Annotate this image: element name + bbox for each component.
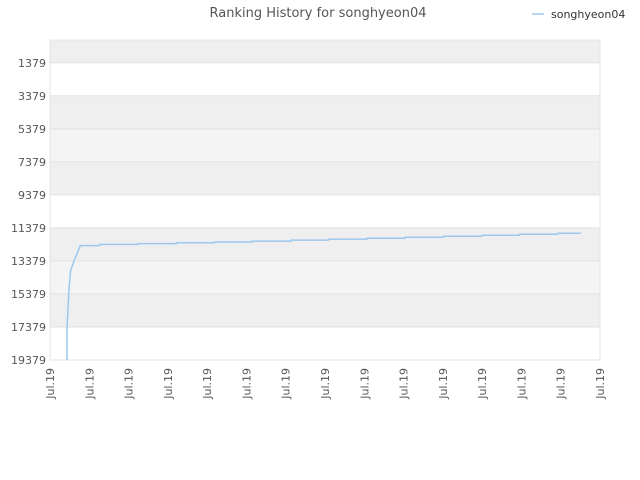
y-tick-label: 7379 (18, 156, 46, 169)
x-tick-label: Jul.19 (398, 368, 411, 400)
plot-band (50, 128, 600, 162)
x-tick-label: Jul.19 (123, 368, 136, 400)
y-tick-label: 1379 (18, 57, 46, 70)
x-tick-label: Jul.19 (555, 368, 568, 400)
x-tick-label: Jul.19 (240, 368, 253, 400)
y-axis-ticks: 1379 3379 5379 7379 9379 11379 13379 15379 17379… (11, 57, 46, 367)
y-tick-label: 17379 (11, 321, 46, 334)
plot-band (50, 293, 600, 327)
plot-band (50, 227, 600, 261)
x-tick-label: Jul.19 (358, 368, 371, 400)
x-tick-label: Jul.19 (44, 368, 57, 400)
plot-bands (50, 40, 600, 360)
plot-band (50, 260, 600, 294)
plot-band (50, 62, 600, 96)
x-tick-label: Jul.19 (201, 368, 214, 400)
y-tick-label: 19379 (11, 354, 46, 367)
x-tick-label: Jul.19 (162, 368, 175, 400)
legend: songhyeon04 (532, 8, 625, 21)
gridlines (49, 39, 601, 361)
x-axis-ticks: Jul.19 Jul.19 Jul.19 Jul.19 Jul.19 Jul.19 Jul.… (44, 368, 607, 400)
series-line-songhyeon04 (66, 232, 581, 360)
series-layer (66, 232, 581, 360)
y-tick-label: 13379 (11, 255, 46, 268)
x-tick-label: Jul.19 (594, 368, 607, 400)
legend-label-songhyeon04: songhyeon04 (551, 8, 625, 21)
x-tick-label: Jul.19 (515, 368, 528, 400)
x-tick-label: Jul.19 (319, 368, 332, 400)
chart-title: Ranking History for songhyeon04 (210, 6, 427, 21)
y-tick-label: 15379 (11, 288, 46, 301)
x-tick-label: Jul.19 (476, 368, 489, 400)
x-tick-label: Jul.19 (437, 368, 450, 400)
plot-band (50, 326, 600, 360)
plot-band (50, 194, 600, 228)
plot-band (50, 161, 600, 195)
y-tick-label: 3379 (18, 90, 46, 103)
x-tick-label: Jul.19 (280, 368, 293, 400)
y-tick-label: 11379 (11, 222, 46, 235)
x-tick-label: Jul.19 (83, 368, 96, 400)
y-tick-label: 9379 (18, 189, 46, 202)
plot-band (50, 95, 600, 129)
plot-band (50, 40, 600, 63)
y-tick-label: 5379 (18, 123, 46, 136)
